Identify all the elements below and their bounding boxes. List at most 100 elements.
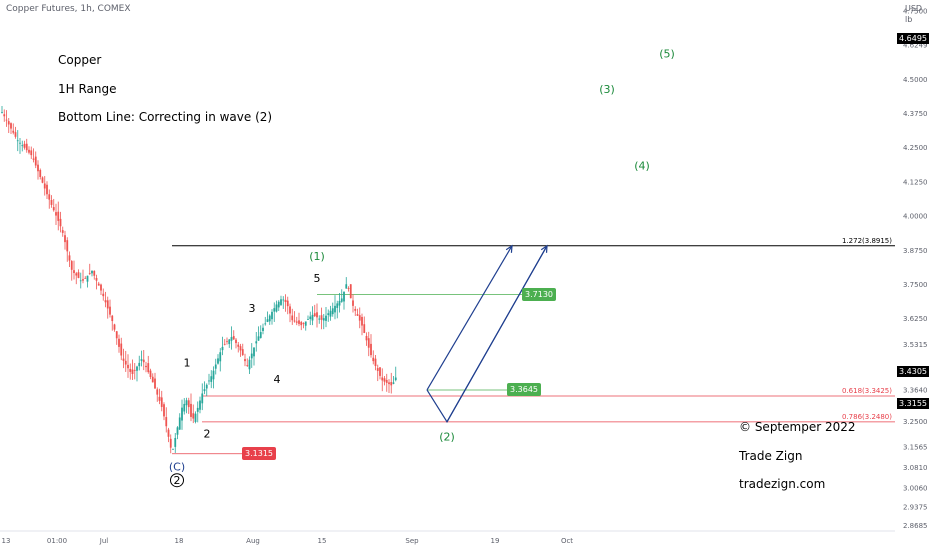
- candle-body: [244, 359, 246, 362]
- wave-label: (5): [659, 47, 675, 60]
- wave-label: 3: [249, 302, 256, 315]
- candle-body: [196, 407, 199, 412]
- candle-body: [52, 207, 55, 211]
- y-axis: 4.7500 4.6249 4.5000 4.3750 4.2500 4.1250 4.00…: [903, 7, 928, 530]
- candle-body: [383, 378, 386, 382]
- candle-body: [100, 284, 102, 291]
- candle-body: [86, 275, 89, 282]
- x-axis: 13 01:00 Jul 18 Aug 15 Sep 19 Oct: [0, 530, 895, 545]
- candle-body: [77, 272, 80, 278]
- candle-body: [226, 341, 228, 343]
- candle-body: [169, 438, 172, 448]
- candle-body: [93, 270, 96, 276]
- currency-label: USD: [905, 4, 923, 13]
- y-tick-label: 3.7500: [903, 281, 928, 289]
- candle-body: [1, 112, 3, 113]
- candle-body: [302, 323, 305, 324]
- candle-body: [7, 121, 10, 125]
- candle-body: [275, 304, 278, 312]
- site-text: tradezign.com: [739, 477, 826, 491]
- candle-body: [61, 230, 64, 233]
- candle-body: [349, 284, 352, 299]
- candle-body: [284, 299, 287, 303]
- wave-label: (1): [309, 250, 325, 263]
- axis-price-tag: 3.4305: [897, 366, 929, 378]
- candle-body: [392, 382, 395, 384]
- candle-body: [352, 300, 354, 306]
- y-tick-label: 4.3750: [903, 110, 928, 118]
- candle-body: [316, 312, 318, 318]
- candle-body: [10, 123, 12, 129]
- candles: [1, 106, 397, 454]
- candle-body: [289, 306, 291, 314]
- wave-label: (C): [169, 461, 185, 474]
- candle-body: [293, 320, 296, 322]
- candle-body: [104, 300, 107, 303]
- candle-body: [318, 318, 321, 320]
- candle-body: [167, 429, 170, 437]
- candle-body: [12, 130, 15, 133]
- candle-body: [151, 376, 154, 383]
- copyright-text: © Septemper 2022: [739, 420, 856, 434]
- candle-body: [338, 300, 341, 306]
- candle-body: [19, 142, 21, 144]
- price-tag: 3.7130: [522, 287, 556, 301]
- candle-body: [381, 377, 384, 381]
- candle-body: [259, 332, 262, 338]
- candle-body: [21, 145, 24, 147]
- x-tick-label: Aug: [246, 537, 260, 545]
- candle-body: [376, 368, 379, 371]
- candle-body: [140, 359, 143, 361]
- candle-body: [187, 400, 190, 408]
- y-tick-label: 2.8685: [903, 522, 928, 530]
- candle-body: [390, 382, 393, 386]
- candle-body: [356, 314, 359, 316]
- candle-body: [201, 393, 204, 404]
- candle-body: [271, 311, 273, 320]
- y-tick-label: 4.1250: [903, 178, 928, 186]
- candle-body: [73, 270, 75, 274]
- candle-body: [325, 315, 327, 321]
- candle-body: [268, 315, 271, 322]
- candle-body: [46, 184, 48, 195]
- candle-body: [88, 273, 91, 274]
- candle-body: [3, 114, 6, 117]
- wave-label: 4: [274, 373, 281, 386]
- candle-body: [277, 301, 280, 308]
- candle-body: [343, 291, 345, 302]
- candle-body: [127, 364, 129, 369]
- candle-body: [84, 277, 87, 279]
- candle-body: [176, 427, 179, 435]
- candle-body: [14, 132, 17, 137]
- candle-body: [354, 308, 357, 311]
- candle-body: [214, 364, 217, 369]
- candle-body: [120, 343, 123, 356]
- axis-price-tag: 3.3155: [897, 397, 929, 409]
- level-label: 1.272(3.8915): [842, 237, 892, 245]
- candle-body: [5, 119, 8, 121]
- candle-body: [66, 240, 69, 252]
- arrow-head: [505, 244, 513, 253]
- candle-body: [91, 270, 93, 274]
- candle-body: [82, 279, 84, 281]
- candle-body: [16, 140, 19, 142]
- candle-body: [25, 143, 28, 151]
- candle-body: [172, 448, 174, 450]
- price-levels: 1.272(3.8915) 0.618(3.3425) 0.786(3.2480): [172, 237, 895, 455]
- candle-body: [385, 379, 388, 383]
- candle-body: [367, 338, 370, 348]
- candle-body: [370, 343, 372, 356]
- candle-body: [160, 397, 163, 407]
- candle-body: [394, 377, 397, 381]
- x-tick-label: 15: [318, 537, 327, 545]
- candle-body: [122, 358, 125, 361]
- y-tick-label: 3.3640: [903, 386, 928, 394]
- candle-body: [59, 218, 62, 227]
- candle-body: [223, 343, 226, 345]
- candle-body: [327, 313, 330, 315]
- wave-label: 1: [184, 357, 191, 370]
- candle-body: [262, 327, 264, 331]
- y-tick-label: 4.5000: [903, 76, 928, 84]
- candle-body: [210, 376, 213, 382]
